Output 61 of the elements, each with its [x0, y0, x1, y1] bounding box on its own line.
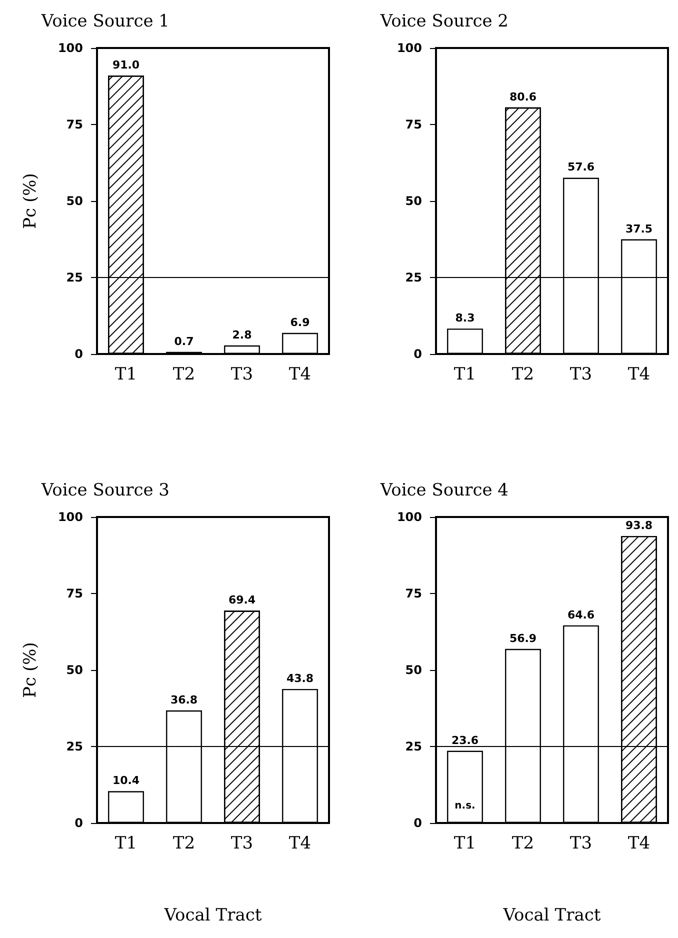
data-label: 69.4	[228, 594, 256, 607]
x-axis-title: Vocal Tract	[502, 906, 601, 926]
annotation: n.s.	[454, 800, 476, 812]
x-tick-label: T1	[114, 364, 138, 384]
y-tick-label: 75	[66, 118, 83, 132]
y-tick-label: 0	[414, 816, 422, 830]
x-tick-label: T1	[114, 834, 138, 854]
data-label: 0.7	[174, 334, 194, 348]
x-tick-label: T4	[628, 364, 650, 384]
chart-title: Voice Source 1	[40, 12, 170, 32]
data-label: 8.3	[455, 312, 475, 325]
x-tick-label: T4	[288, 364, 312, 384]
y-tick-label: 0	[414, 347, 422, 361]
x-tick-label: T3	[570, 364, 592, 384]
y-tick-label: 100	[396, 510, 422, 524]
x-tick-label: T2	[512, 364, 534, 384]
y-tick-label: 0	[74, 816, 83, 830]
x-tick-label: T2	[512, 834, 534, 854]
x-tick-label: T4	[628, 834, 650, 854]
data-label: 64.6	[567, 608, 595, 622]
chart-title: Voice Source 3	[40, 480, 170, 500]
y-tick-label: 25	[405, 740, 422, 754]
x-tick-label: T3	[230, 364, 254, 384]
x-tick-label: T4	[288, 834, 312, 854]
x-axis-title: Vocal Tract	[163, 906, 262, 926]
chart-title: Voice Source 4	[379, 480, 509, 500]
y-tick-label: 25	[66, 270, 83, 284]
x-tick-label: T2	[172, 364, 196, 384]
y-tick-label: 50	[66, 194, 83, 208]
y-tick-label: 25	[66, 740, 83, 754]
data-label: 2.8	[232, 328, 252, 342]
y-tick-label: 75	[66, 586, 83, 600]
data-label: 37.5	[625, 222, 653, 236]
x-tick-label: T3	[230, 834, 254, 854]
y-tick-label: 25	[405, 270, 422, 284]
y-axis-title: Pc (%)	[20, 173, 40, 229]
x-tick-label: T3	[570, 834, 592, 854]
data-label: 57.6	[567, 160, 595, 174]
data-label: 36.8	[170, 693, 198, 706]
data-label: 93.8	[625, 518, 653, 532]
y-tick-label: 100	[58, 41, 83, 55]
data-label: 91.0	[112, 58, 140, 72]
y-tick-label: 100	[396, 41, 422, 55]
data-label: 56.9	[509, 632, 537, 645]
y-tick-label: 50	[66, 663, 83, 677]
data-label: 43.8	[286, 672, 314, 685]
chart-title: Voice Source 2	[379, 12, 509, 32]
x-tick-label: T1	[454, 364, 476, 384]
data-label: 80.6	[509, 90, 537, 104]
y-tick-label: 100	[58, 510, 83, 524]
data-label: 23.6	[451, 734, 479, 747]
x-tick-label: T1	[454, 834, 476, 854]
x-tick-label: T2	[172, 834, 196, 854]
data-label: 6.9	[290, 316, 310, 329]
data-label: 10.4	[112, 774, 140, 788]
y-tick-label: 0	[74, 347, 83, 361]
y-tick-label: 50	[405, 663, 422, 677]
y-tick-label: 75	[405, 118, 422, 132]
y-tick-label: 75	[405, 586, 422, 600]
y-tick-label: 50	[405, 194, 422, 208]
y-axis-title: Pc (%)	[20, 642, 40, 698]
